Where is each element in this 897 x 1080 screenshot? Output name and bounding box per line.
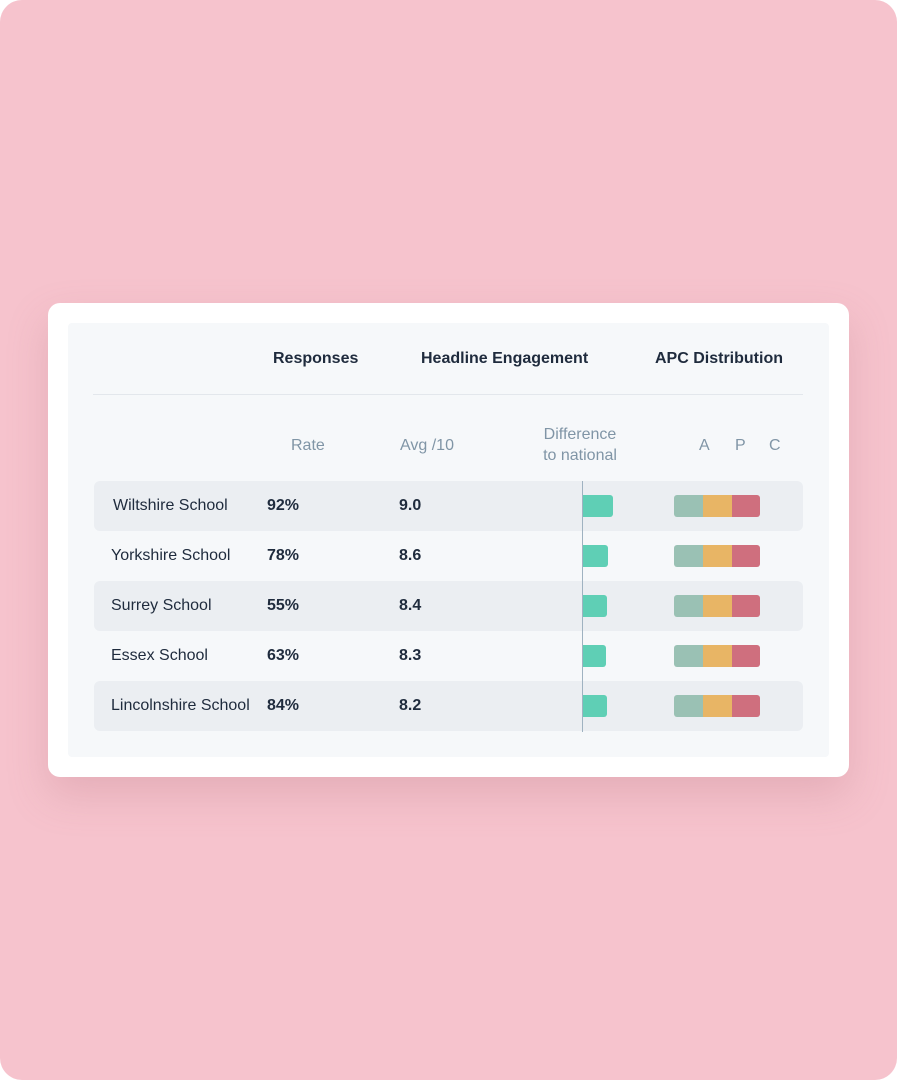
response-rate: 84% xyxy=(267,697,300,714)
response-rate: 78% xyxy=(267,547,300,564)
school-name: Yorkshire School xyxy=(111,547,231,564)
apc-segment-c xyxy=(732,695,760,717)
table-row: Essex School 63% 8.3 xyxy=(94,631,803,681)
apc-distribution-bar xyxy=(674,545,760,567)
apc-segment-c xyxy=(732,495,760,517)
response-rate: 55% xyxy=(267,597,300,614)
apc-segment-a xyxy=(674,695,703,717)
subheader-avg: Avg /10 xyxy=(400,437,454,454)
subheader-difference-line2: to national xyxy=(543,447,617,464)
apc-segment-p xyxy=(703,545,732,567)
apc-segment-p xyxy=(703,495,732,517)
engagement-average: 9.0 xyxy=(399,497,422,514)
apc-segment-c xyxy=(732,645,760,667)
apc-segment-a xyxy=(674,545,703,567)
subheader-rate: Rate xyxy=(291,437,325,454)
engagement-average: 8.6 xyxy=(399,547,422,564)
apc-segment-p xyxy=(703,645,732,667)
apc-distribution-bar xyxy=(674,645,760,667)
subheader-difference-line1: Difference xyxy=(543,426,617,443)
difference-bar xyxy=(583,495,613,517)
subheader-difference: Difference to national xyxy=(530,424,630,466)
difference-bar xyxy=(583,645,606,667)
school-name: Essex School xyxy=(111,647,208,664)
header-divider xyxy=(93,394,803,395)
apc-segment-a xyxy=(674,645,703,667)
apc-segment-a xyxy=(674,595,703,617)
subheader-a: A xyxy=(699,437,710,454)
apc-segment-c xyxy=(732,545,760,567)
difference-bar xyxy=(583,545,608,567)
results-table: Responses Headline Engagement APC Distri… xyxy=(68,323,829,757)
apc-segment-p xyxy=(703,695,732,717)
response-rate: 92% xyxy=(267,497,300,514)
difference-bar xyxy=(583,595,607,617)
engagement-average: 8.3 xyxy=(399,647,422,664)
apc-segment-c xyxy=(732,595,760,617)
apc-distribution-bar xyxy=(674,695,760,717)
subheader-c: C xyxy=(769,437,781,454)
difference-bar xyxy=(583,695,607,717)
school-name: Surrey School xyxy=(111,597,212,614)
subheader-p: P xyxy=(735,437,746,454)
engagement-average: 8.2 xyxy=(399,697,422,714)
table-row: Yorkshire School 78% 8.6 xyxy=(94,531,803,581)
header-headline-engagement: Headline Engagement xyxy=(421,350,589,367)
header-apc-distribution: APC Distribution xyxy=(655,350,783,367)
apc-segment-p xyxy=(703,595,732,617)
apc-distribution-bar xyxy=(674,595,760,617)
header-responses: Responses xyxy=(273,350,359,367)
school-name: Lincolnshire School xyxy=(111,697,250,714)
national-average-axis xyxy=(582,481,583,732)
apc-segment-a xyxy=(674,495,703,517)
engagement-average: 8.4 xyxy=(399,597,422,614)
response-rate: 63% xyxy=(267,647,300,664)
apc-distribution-bar xyxy=(674,495,760,517)
school-name: Wiltshire School xyxy=(113,497,228,514)
table-row: Lincolnshire School 84% 8.2 xyxy=(94,681,803,731)
results-card: Responses Headline Engagement APC Distri… xyxy=(48,303,849,777)
